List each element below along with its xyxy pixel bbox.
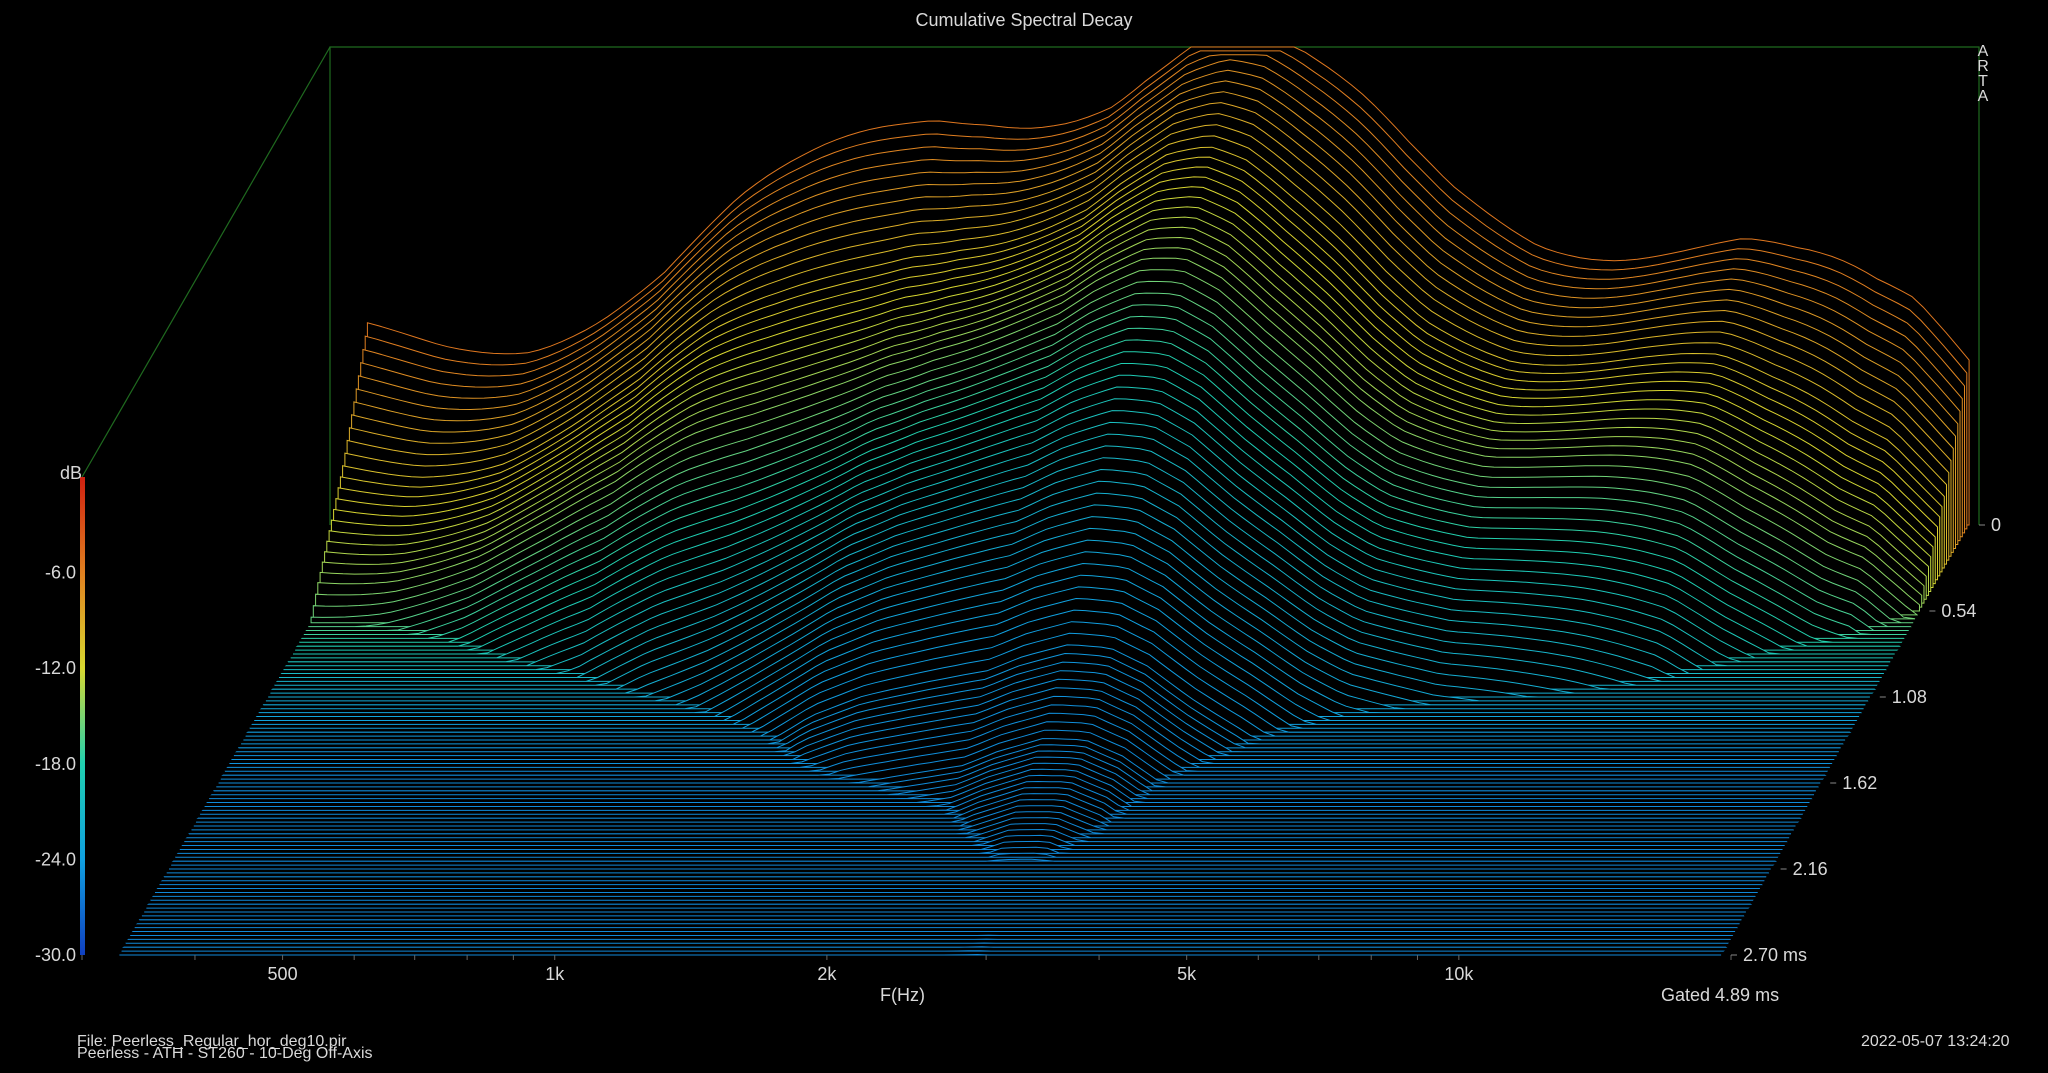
depth-edge — [81, 46, 331, 478]
decay-slice — [171, 858, 1778, 862]
z-tick-label: 0.54 — [1941, 601, 1976, 621]
arta-logo: A R T A — [1976, 43, 1990, 105]
file-name: File: Peerless_Regular_hor_deg10.pir — [77, 1033, 347, 1050]
back-plane-frame — [329, 46, 1980, 525]
decay-slice — [184, 828, 1788, 843]
x-tick-label: 1k — [545, 964, 565, 984]
measurement-description: Peerless - ATH - ST260 - 10-Deg Off-Axis — [77, 1045, 373, 1062]
decay-slice — [185, 823, 1790, 839]
decay-slice — [193, 805, 1796, 827]
color-scale-bar — [80, 477, 85, 955]
decay-slice — [196, 793, 1802, 819]
z-tick-label: 0 — [1991, 515, 2001, 535]
decay-slice — [179, 840, 1783, 850]
y-tick-label: -24.0 — [35, 849, 76, 869]
y-axis-label: dB — [60, 463, 83, 483]
timestamp: 2022-05-07 13:24:20 — [1861, 1033, 2010, 1050]
decay-slice — [191, 811, 1795, 831]
x-tick-label: 2k — [817, 964, 837, 984]
decay-slice — [181, 834, 1785, 847]
x-tick-label: 10k — [1444, 964, 1474, 984]
y-tick-label: -12.0 — [35, 658, 76, 678]
decay-slice — [176, 846, 1781, 854]
arta-letter: T — [1978, 73, 1988, 90]
arta-letter: R — [1977, 58, 1989, 75]
z-tick-label: 1.08 — [1892, 687, 1927, 707]
arta-letter: A — [1977, 43, 1989, 60]
y-tick-label: -6.0 — [45, 563, 76, 583]
y-tick-label: -30.0 — [35, 945, 76, 965]
decay-slice — [119, 953, 1722, 956]
arta-letter: A — [1977, 88, 1989, 105]
decay-slice — [174, 852, 1779, 858]
z-tick-label: 2.70 ms — [1743, 945, 1807, 965]
axis-ticks: -6.0 -12.0 -18.0 -24.0 -30.0 500 1k 2k 5k 10k 0 0.5… — [35, 515, 2001, 984]
y-tick-label: -18.0 — [35, 754, 76, 774]
decay-slice — [195, 799, 1800, 823]
chart-title: Cumulative Spectral Decay — [915, 10, 1133, 30]
x-axis-label: F(Hz) — [880, 985, 925, 1005]
decay-slice — [188, 817, 1792, 835]
plot-frame — [81, 46, 1980, 525]
z-tick-label: 2.16 — [1793, 859, 1828, 879]
decay-slices — [119, 46, 1970, 956]
x-tick-label: 500 — [268, 964, 298, 984]
colorbar-rect — [80, 477, 85, 955]
x-tick-label: 5k — [1177, 964, 1197, 984]
gated-label: Gated 4.89 ms — [1661, 985, 1780, 1005]
z-tick-label: 1.62 — [1842, 773, 1877, 793]
